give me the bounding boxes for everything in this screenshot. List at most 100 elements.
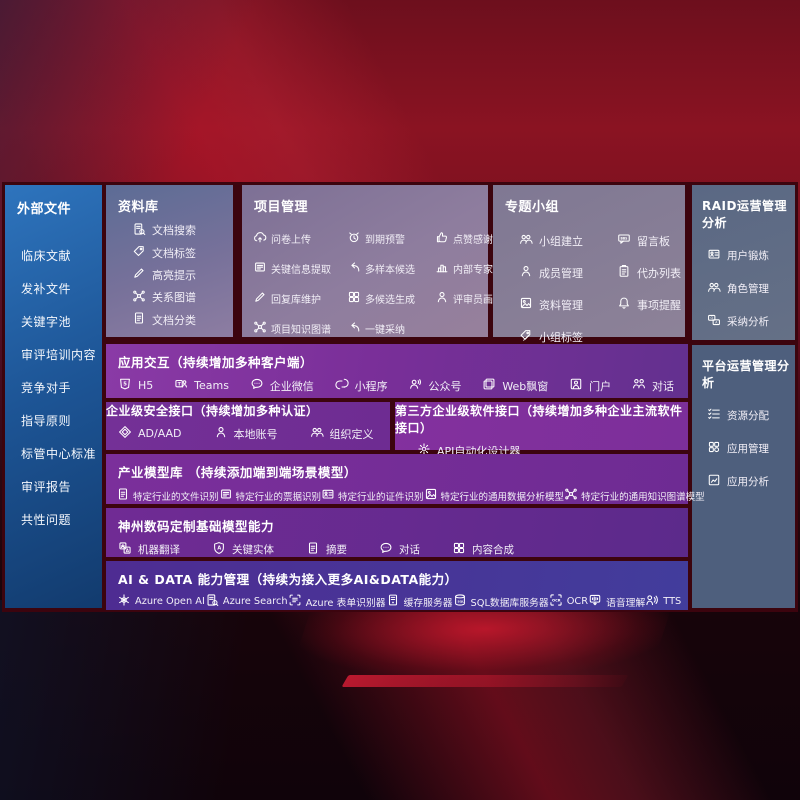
svg-text:BBS: BBS: [621, 236, 628, 240]
ad-aad-icon: [118, 425, 132, 442]
item-label: 指导原则: [21, 414, 72, 428]
cloud-upload-icon: [253, 230, 267, 247]
item-label: 应用管理: [727, 443, 769, 455]
item-label: 成员管理: [539, 266, 583, 280]
item-label: 摘要: [326, 544, 347, 556]
item-label: TTS: [663, 596, 682, 607]
panel-raid-analysis: RAID运营管理分析 用户锻炼 角色管理 QA 采纳分析 问题趋势: [692, 185, 795, 361]
panel-item: 对话: [379, 541, 420, 558]
row-app-interaction: 应用交互（持续增加多种客户端） 5 H5 T Teams 企业微信 小程序 公众…: [106, 344, 688, 398]
item-label: 点赞感谢: [453, 235, 493, 246]
item-label: 对话: [399, 544, 420, 556]
panel-item: 代办列表: [617, 264, 685, 281]
industry-doc-icon: [116, 487, 130, 504]
row-title-interaction: 应用交互（持续增加多种客户端）: [118, 355, 314, 370]
project-graph-icon: [253, 320, 267, 337]
reminder-bell-icon: [617, 296, 631, 313]
item-label: 问卷上传: [271, 235, 311, 246]
panel-item: A 关键实体: [212, 541, 274, 558]
reviewer-profile-icon: [435, 290, 449, 307]
row-title-thirdparty: 第三方企业级软件接口（持续增加多种企业主流软件接口）: [395, 404, 683, 435]
list-item: 发补文件: [5, 272, 102, 305]
panel-item: AD/AAD: [118, 425, 182, 442]
panel-repository: 资料库 文档搜索 文档标签 高亮提示 关系图谱 文档分类: [106, 185, 233, 337]
team-create-icon: [519, 232, 533, 249]
panel-item: BBS 留言板: [617, 232, 685, 249]
list-item: 审评培训内容: [5, 338, 102, 371]
panel-item: 企业微信: [250, 377, 314, 394]
panel-title-raid: RAID运营管理分析: [702, 199, 787, 230]
org-define-icon: [310, 425, 324, 442]
item-label: 共性问题: [21, 513, 72, 527]
row-title-basemodel: 神州数码定制基础模型能力: [118, 519, 275, 534]
item-label: Teams: [194, 379, 229, 392]
item-label: 文档标签: [152, 246, 196, 260]
item-label: 项目知识图谱: [271, 325, 331, 336]
app-manage-icon: [707, 440, 721, 457]
item-label: 特定行业的文件识别: [133, 491, 219, 503]
wechat-work-icon: [250, 377, 264, 394]
item-label: 临床文献: [21, 249, 72, 263]
item-label: 审评培训内容: [21, 348, 97, 362]
panel-item: 特定行业的通用知识图谱模型: [564, 487, 705, 504]
external-files-list: 临床文献 发补文件 关键字池 审评培训内容 竞争对手 指导原则 标管中心标准 审…: [5, 239, 102, 536]
panel-item: 一键采纳: [347, 320, 435, 337]
item-label: 关键实体: [232, 544, 274, 556]
panel-external-files: 外部文件 临床文献 发补文件 关键字池 审评培训内容 竞争对手 指导原则 标管中…: [5, 185, 102, 608]
sql-database-icon: SQL: [453, 593, 467, 610]
row-title-security: 企业级安全接口（持续增加多种认证）: [106, 404, 319, 418]
panel-item: 关键信息提取: [253, 260, 347, 277]
reply-edit-icon: [253, 290, 267, 307]
repository-list: 文档搜索 文档标签 高亮提示 关系图谱 文档分类: [106, 219, 233, 331]
panel-item: 小组建立: [519, 232, 617, 249]
list-item: 审评报告: [5, 470, 102, 503]
item-label: 代办列表: [637, 266, 681, 280]
item-label: 内部专家排名: [453, 265, 513, 276]
local-account-icon: [214, 425, 228, 442]
web-window-icon: [482, 377, 496, 394]
item-label: 组织定义: [329, 427, 374, 441]
azure-search-icon: [205, 593, 219, 610]
panel-title-external-files: 外部文件: [17, 202, 72, 217]
panel-item: 本地账号: [214, 425, 278, 442]
item-label: 特定行业的通用知识图谱模型: [581, 491, 705, 503]
panel-item: 5 H5: [118, 377, 153, 394]
panel-item: 关系图谱: [132, 289, 233, 306]
svg-text:Q: Q: [711, 316, 714, 320]
relation-graph-icon: [132, 289, 146, 306]
item-label: 一键采纳: [365, 325, 405, 336]
row-industry-models: 产业模型库 （持续添加端到端场景模型） 特定行业的文件识别 特定行业的票据识别 …: [106, 454, 705, 504]
item-label: 特定行业的票据识别: [235, 491, 322, 503]
item-label: Web飘窗: [502, 379, 549, 393]
panel-item: 应用分析: [707, 473, 795, 490]
expert-ranking-icon: [435, 260, 449, 277]
panel-item: 角色管理: [707, 280, 795, 297]
item-label: 公众号: [428, 379, 462, 393]
item-label: AD/AAD: [138, 427, 182, 440]
svg-text:T: T: [178, 382, 182, 388]
cache-server-icon: [386, 593, 400, 610]
item-label: 关键信息提取: [271, 265, 331, 276]
panel-item: 事项提醒: [617, 296, 685, 313]
item-label: 关系图谱: [152, 291, 196, 305]
doc-search-icon: [132, 222, 146, 239]
item-label: 内容合成: [472, 544, 514, 556]
item-label: OCR: [566, 596, 589, 607]
api-designer-icon: [417, 442, 431, 459]
item-label: 应用分析: [727, 476, 769, 488]
row-title-industry: 产业模型库 （持续添加端到端场景模型）: [118, 465, 357, 480]
official-account-icon: [408, 377, 422, 394]
panel-item: 点赞感谢: [435, 230, 513, 247]
todo-list-icon: [617, 264, 631, 281]
ocr-icon: OCR: [549, 593, 563, 610]
app-analysis-icon: [707, 473, 721, 490]
panel-title-group: 专题小组: [505, 200, 560, 215]
data-manage-icon: [519, 296, 533, 313]
row-title-aidata: AI & DATA 能力管理（持续为接入更多AI&DATA能力）: [118, 572, 458, 587]
panel-item: A 机器翻译: [118, 541, 180, 558]
box-thirdparty-interface: 第三方企业级软件接口（持续增加多种企业主流软件接口） API自动化设计器: [395, 402, 688, 458]
panel-item: 文档标签: [132, 244, 233, 261]
panel-platform-analysis: 平台运营管理分析 资源分配 应用管理 应用分析: [692, 345, 795, 608]
item-label: 缓存服务器: [403, 597, 453, 609]
